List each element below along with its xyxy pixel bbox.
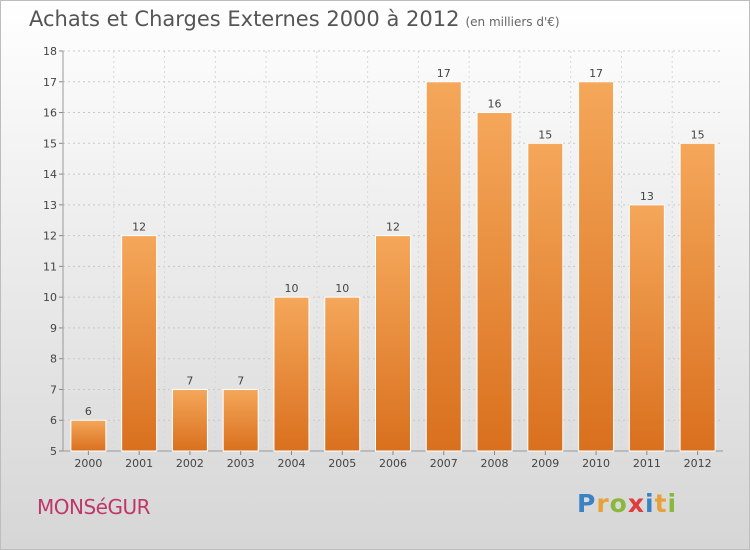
bar	[273, 296, 310, 452]
y-tick-label: 7	[50, 383, 57, 396]
bar-value-label: 15	[538, 128, 552, 141]
bar-value-label: 17	[589, 67, 603, 80]
bar-value-label: 10	[284, 282, 298, 295]
y-tick-label: 13	[43, 199, 57, 212]
chart-subtitle: (en milliers d'€)	[465, 15, 560, 29]
x-tick-label: 2003	[227, 457, 255, 470]
bar	[375, 235, 411, 452]
x-tick-label: 2011	[633, 457, 661, 470]
y-tick-label: 9	[50, 322, 57, 335]
y-tick-label: 18	[43, 45, 57, 58]
x-tick-label: 2000	[74, 457, 102, 470]
y-tick-label: 11	[43, 260, 57, 273]
bar-value-label: 10	[335, 282, 349, 295]
logo-letter: P	[577, 489, 597, 518]
bar	[679, 142, 716, 452]
bar-value-label: 12	[132, 221, 146, 234]
bar	[171, 388, 208, 452]
bar-value-label: 13	[640, 190, 654, 203]
chart-title: Achats et Charges Externes 2000 à 2012 (e…	[29, 7, 560, 31]
y-tick-label: 14	[43, 168, 57, 181]
x-tick-label: 2001	[125, 457, 153, 470]
bar-value-label: 15	[691, 128, 705, 141]
commune-name: MONSéGUR	[37, 495, 151, 519]
bar	[578, 81, 615, 452]
bar-value-label: 7	[186, 374, 193, 387]
bar-value-label: 6	[85, 405, 92, 418]
x-tick-label: 2004	[277, 457, 305, 470]
y-tick-label: 16	[43, 107, 57, 120]
x-tick-label: 2002	[176, 457, 204, 470]
y-tick-label: 17	[43, 76, 57, 89]
logo-letter: o	[609, 489, 628, 518]
x-tick-label: 2006	[379, 457, 407, 470]
logo-letter: i	[667, 489, 678, 518]
y-tick-label: 5	[50, 445, 57, 458]
bar-value-label: 12	[386, 221, 400, 234]
bar	[628, 204, 665, 452]
bar-value-label: 17	[437, 67, 451, 80]
bar	[70, 419, 107, 452]
bar	[121, 235, 158, 452]
bar-value-label: 16	[488, 98, 502, 111]
logo-letter: i	[645, 489, 655, 518]
proxiti-logo[interactable]: Proxiti	[577, 489, 677, 518]
x-tick-label: 2010	[582, 457, 610, 470]
x-tick-label: 2005	[328, 457, 356, 470]
y-tick-label: 15	[43, 137, 57, 150]
bar	[527, 142, 564, 452]
x-tick-label: 2007	[430, 457, 458, 470]
y-tick-label: 6	[50, 414, 57, 427]
bar	[476, 112, 513, 452]
logo-letter: x	[627, 489, 645, 518]
x-tick-label: 2012	[684, 457, 712, 470]
bar	[425, 81, 462, 452]
title-text: Achats et Charges Externes 2000 à 2012	[29, 7, 460, 31]
bar	[324, 296, 361, 452]
x-tick-label: 2008	[481, 457, 509, 470]
bar-value-label: 7	[237, 374, 244, 387]
y-tick-label: 12	[43, 230, 57, 243]
y-tick-label: 8	[50, 353, 57, 366]
logo-letter: t	[654, 489, 668, 518]
y-tick-label: 10	[43, 291, 57, 304]
bar	[222, 388, 259, 452]
logo-letter: r	[596, 489, 610, 518]
x-tick-label: 2009	[531, 457, 559, 470]
